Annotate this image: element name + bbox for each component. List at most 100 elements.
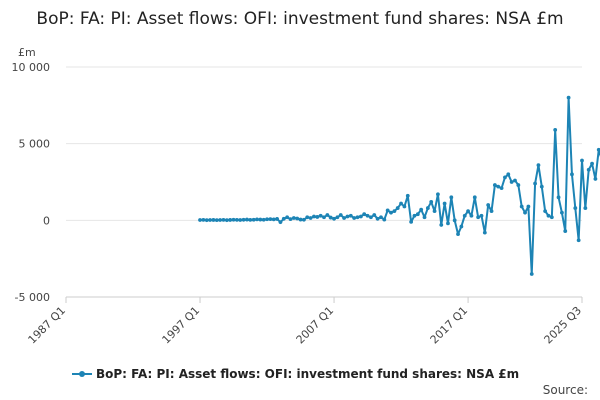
legend[interactable]: BoP: FA: PI: Asset flows: OFI: investmen… [72,365,519,383]
data-point [231,217,236,222]
data-point [238,218,243,222]
data-point [389,210,393,215]
data-point [204,218,209,223]
data-point [291,216,296,220]
data-point [355,215,360,220]
data-point [258,217,263,222]
series-line [199,96,600,275]
data-point [482,230,487,235]
data-point [245,217,249,222]
data-point [365,213,370,218]
data-point [466,209,470,214]
data-point [449,195,454,200]
data-point [469,213,474,218]
chart-title: BoP: FA: PI: Asset flows: OFI: investmen… [36,9,564,29]
data-point [496,184,501,189]
data-point [419,207,424,212]
data-point [298,217,303,222]
legend-marker-icon [72,369,92,379]
data-point [271,217,276,222]
data-point [402,204,407,209]
x-tick-label: 2007 Q1 [294,304,337,347]
x-tick-label: 2025 Q3 [542,304,585,347]
data-point [382,217,387,222]
data-point [385,208,390,213]
data-point [302,217,306,222]
data-point [322,215,326,220]
data-point [248,217,253,222]
data-point [288,217,293,222]
data-point [549,215,554,220]
data-point [560,210,564,215]
data-point [234,217,239,222]
data-point [379,215,383,220]
data-point [265,217,269,222]
data-point [352,216,357,220]
data-point [201,217,206,222]
data-point [486,203,491,207]
data-point [405,193,410,198]
data-point [268,217,273,222]
source-label: Source: [542,383,588,397]
data-point [432,209,437,214]
data-point [425,206,430,210]
data-point [523,210,527,215]
data-point [543,209,548,214]
data-point [325,213,330,217]
grid-layer [66,66,582,298]
data-point [315,215,320,219]
data-point [211,218,216,222]
data-point [590,161,594,166]
data-point [456,232,460,237]
data-point [596,147,600,152]
data-point [395,206,400,210]
data-point [586,167,591,172]
data-point [198,218,202,222]
data-point [439,223,444,227]
data-point [563,229,568,233]
data-point [218,218,223,222]
axis-layer: -5 000 0 5 000 10 000 1987 Q1 1997 Q1 2007 Q1 2… [12,61,585,346]
data-point [224,218,229,223]
data-point [436,192,440,197]
data-point [459,224,464,229]
data-point [275,217,279,221]
data-point [516,183,521,187]
x-tick-label: 2017 Q1 [428,304,471,347]
data-point [369,215,373,220]
data-point [345,214,350,219]
data-point [375,216,380,221]
data-point [392,209,397,214]
data-point [529,272,534,276]
data-point [214,218,219,223]
data-point [358,214,363,219]
data-point [580,158,584,163]
data-point [476,215,481,220]
data-point [536,163,541,168]
legend-label: BoP: FA: PI: Asset flows: OFI: investmen… [96,367,520,381]
x-tick-label: 1997 Q1 [160,304,203,347]
data-point [362,212,367,217]
data-point [295,216,300,221]
data-point [372,213,377,217]
data-point [278,220,283,225]
data-point [573,206,578,210]
data-point [335,215,340,220]
data-point [489,209,494,214]
data-point [412,213,417,218]
data-point [442,201,447,206]
data-point [409,219,414,224]
data-point [305,215,310,220]
data-point [553,127,558,132]
data-point [208,218,212,222]
data-point [312,214,316,219]
data-point [342,216,346,220]
data-point [556,195,561,200]
legend-dot [79,371,85,377]
data-point [533,181,537,186]
data-point [261,217,266,222]
data-point [415,212,420,217]
data-point [479,213,484,218]
data-point [348,213,353,218]
